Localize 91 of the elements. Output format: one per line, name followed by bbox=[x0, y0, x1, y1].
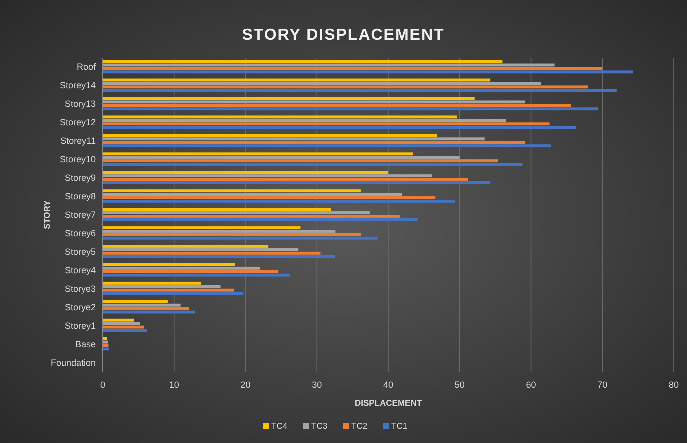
y-tick-label: Storye3 bbox=[64, 284, 96, 294]
bar bbox=[103, 326, 144, 329]
bar bbox=[103, 266, 260, 270]
bar bbox=[103, 288, 234, 292]
bar bbox=[103, 144, 552, 148]
bar bbox=[103, 193, 402, 196]
x-tick-label: 0 bbox=[100, 380, 106, 390]
bar bbox=[103, 248, 299, 252]
bar bbox=[103, 178, 468, 182]
y-tick-label: Roof bbox=[76, 62, 96, 72]
x-tick-label: 70 bbox=[598, 380, 608, 390]
y-tick-label: Storey9 bbox=[64, 173, 96, 184]
bar bbox=[103, 255, 335, 258]
bar bbox=[103, 138, 485, 141]
bar bbox=[103, 282, 202, 285]
y-tick-label: Base bbox=[75, 339, 96, 350]
bar bbox=[103, 233, 362, 236]
legend-label: TC1 bbox=[392, 421, 408, 431]
bar bbox=[103, 163, 523, 166]
bar bbox=[103, 174, 432, 178]
x-tick-label: 60 bbox=[526, 380, 536, 390]
chart-title: STORY DISPLACEMENT bbox=[242, 27, 445, 44]
bar bbox=[103, 182, 491, 184]
bar bbox=[103, 263, 236, 266]
bar bbox=[103, 122, 550, 126]
y-tick-label: Storey6 bbox=[64, 228, 96, 238]
y-tick-label: Storye2 bbox=[64, 302, 96, 312]
bar bbox=[103, 200, 456, 203]
bar bbox=[103, 304, 181, 307]
bar bbox=[103, 152, 414, 156]
legend-label: TC2 bbox=[352, 421, 368, 431]
bar bbox=[103, 190, 362, 193]
y-axis-title: STORY bbox=[42, 200, 52, 230]
y-tick-label: Storey1 bbox=[64, 320, 96, 331]
bar bbox=[103, 307, 190, 310]
y-tick-label: Storey5 bbox=[64, 246, 96, 257]
y-tick-label: Storey8 bbox=[64, 192, 96, 202]
bar bbox=[103, 67, 603, 70]
x-tick-label: 40 bbox=[383, 380, 394, 390]
legend-label: TC4 bbox=[272, 421, 288, 431]
x-tick-label: 20 bbox=[240, 380, 251, 390]
bar bbox=[103, 86, 588, 89]
y-tick-label: Storey4 bbox=[64, 265, 96, 276]
bar bbox=[103, 160, 498, 163]
bar bbox=[103, 340, 108, 344]
x-tick-label: 80 bbox=[668, 380, 680, 390]
y-tick-label: Storey7 bbox=[64, 210, 96, 220]
bar bbox=[103, 318, 134, 322]
bar bbox=[103, 270, 279, 274]
bar bbox=[103, 236, 378, 240]
bar bbox=[103, 230, 336, 233]
bar bbox=[103, 215, 400, 218]
x-tick-label: 10 bbox=[169, 380, 180, 390]
x-tick-label: 30 bbox=[312, 380, 322, 390]
bar bbox=[103, 82, 542, 86]
x-axis-title: DISPLACEMENT bbox=[354, 398, 423, 408]
y-tick-label: Storey14 bbox=[60, 80, 96, 91]
y-tick-label: Story13 bbox=[64, 99, 96, 110]
y-tick-label: Foundation bbox=[50, 358, 96, 368]
bar bbox=[103, 196, 436, 200]
bar bbox=[103, 212, 370, 214]
bar bbox=[103, 245, 269, 248]
y-tick-label: Storey10 bbox=[60, 154, 96, 165]
bar bbox=[103, 218, 418, 222]
bar bbox=[103, 274, 290, 277]
bar bbox=[103, 104, 572, 108]
bar bbox=[103, 108, 598, 111]
x-tick-label: 50 bbox=[454, 380, 465, 390]
bar bbox=[103, 89, 617, 92]
bar bbox=[103, 252, 321, 255]
bar bbox=[103, 156, 460, 160]
bar bbox=[103, 134, 438, 138]
legend-label: TC3 bbox=[312, 421, 328, 431]
y-tick-label: Storey12 bbox=[60, 118, 96, 128]
bar bbox=[103, 100, 526, 104]
bar bbox=[103, 285, 221, 288]
bar bbox=[103, 310, 196, 314]
bar bbox=[103, 70, 634, 74]
bar bbox=[103, 300, 168, 304]
bar bbox=[103, 116, 458, 119]
bar bbox=[103, 171, 388, 174]
bar bbox=[103, 141, 526, 144]
bar bbox=[103, 226, 301, 230]
bar bbox=[103, 60, 503, 64]
bar bbox=[103, 126, 576, 130]
bar bbox=[103, 208, 332, 212]
bar bbox=[103, 119, 506, 122]
bar bbox=[103, 292, 244, 296]
bar bbox=[103, 337, 108, 340]
bar bbox=[103, 322, 140, 326]
y-tick-label: Storey11 bbox=[60, 136, 96, 146]
